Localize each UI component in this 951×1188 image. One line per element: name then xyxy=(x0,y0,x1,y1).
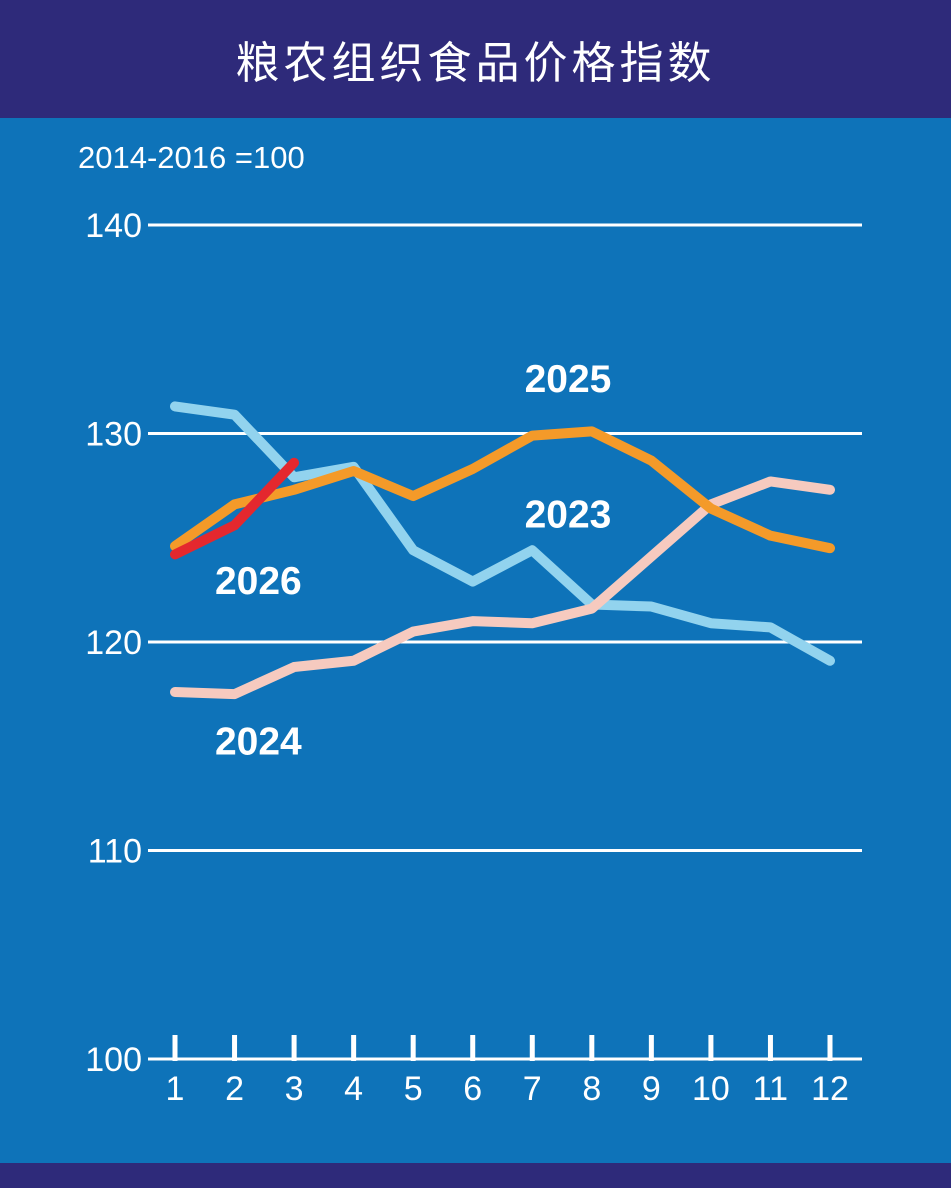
series-line-2024 xyxy=(170,476,835,700)
footer-band xyxy=(0,1163,951,1188)
y-axis-label-120: 120 xyxy=(85,624,142,662)
series-label-2025: 2025 xyxy=(525,358,612,401)
y-axis-label-130: 130 xyxy=(85,416,142,454)
x-axis-label-12: 12 xyxy=(811,1070,849,1108)
page-title: 粮农组织食品价格指数 xyxy=(235,39,716,88)
x-axis-label-8: 8 xyxy=(582,1070,601,1108)
series-label-2023: 2023 xyxy=(525,493,612,536)
x-axis-label-3: 3 xyxy=(285,1070,304,1108)
series-label-2024: 2024 xyxy=(215,721,302,764)
x-axis-label-11: 11 xyxy=(753,1070,788,1108)
x-axis-label-4: 4 xyxy=(344,1070,363,1108)
x-axis-label-5: 5 xyxy=(404,1070,423,1108)
x-axis-label-7: 7 xyxy=(523,1070,542,1108)
y-axis-label-110: 110 xyxy=(88,833,142,871)
x-axis-label-9: 9 xyxy=(642,1070,661,1108)
x-axis-label-10: 10 xyxy=(692,1070,730,1108)
y-axis-label-140: 140 xyxy=(85,207,142,245)
y-axis-label-100: 100 xyxy=(85,1041,142,1079)
x-axis-label-6: 6 xyxy=(463,1070,482,1108)
x-axis-label-1: 1 xyxy=(166,1070,185,1108)
series-label-2026: 2026 xyxy=(215,560,302,603)
x-axis-label-2: 2 xyxy=(225,1070,244,1108)
series-line-2025 xyxy=(170,426,835,554)
series-line-2026 xyxy=(170,457,300,560)
header-band: 粮农组织食品价格指数 xyxy=(0,0,951,118)
chart-subtitle: 2014-2016 =100 xyxy=(78,140,305,175)
